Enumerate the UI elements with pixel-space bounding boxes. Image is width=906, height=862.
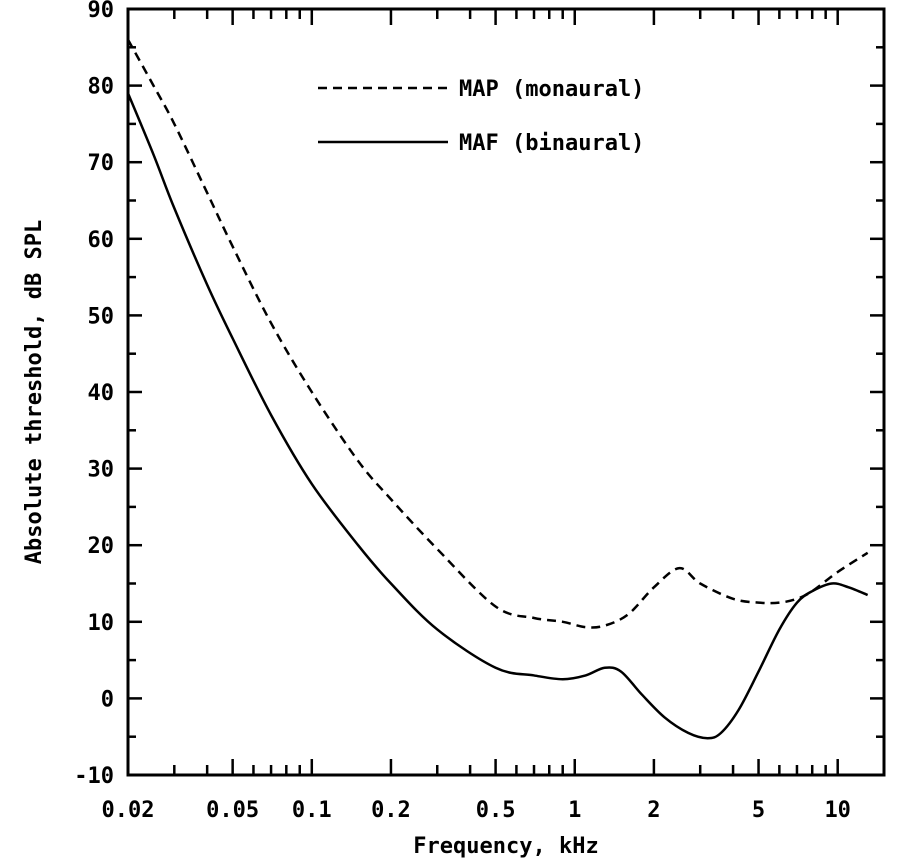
y-tick-label: 50 xyxy=(88,304,115,329)
x-tick-label: 0.02 xyxy=(102,798,155,823)
series-line-map xyxy=(126,39,869,629)
legend: MAP (monaural) MAF (binaural) xyxy=(318,77,644,156)
y-tick-label: 90 xyxy=(88,0,115,23)
y-tick-label: 40 xyxy=(88,381,115,406)
y-tick-label: -10 xyxy=(74,764,114,789)
y-tick-label: 10 xyxy=(88,611,115,636)
x-tick-label: 5 xyxy=(752,798,765,823)
x-axis-title: Frequency, kHz xyxy=(413,834,598,859)
y-axis-title: Absolute threshold, dB SPL xyxy=(22,220,47,564)
y-tick-label: 0 xyxy=(101,687,114,712)
axis-tick-labels: -10 0 10 20 30 40 50 60 70 80 90 0.02 0.05 0.1 0.2 0.5 1… xyxy=(74,0,851,823)
plot-frame xyxy=(126,7,886,777)
legend-label-maf: MAF (binaural) xyxy=(459,131,644,156)
data-series xyxy=(126,39,869,740)
y-tick-label: 80 xyxy=(88,75,115,100)
x-tick-label: 0.05 xyxy=(206,798,259,823)
x-tick-label: 10 xyxy=(824,798,851,823)
y-tick-label: 70 xyxy=(88,151,115,176)
series-line-maf xyxy=(126,92,869,740)
axis-ticks xyxy=(126,7,884,777)
x-tick-label: 1 xyxy=(568,798,581,823)
y-tick-label: 30 xyxy=(88,458,115,483)
x-tick-label: 0.2 xyxy=(371,798,411,823)
x-tick-label: 0.5 xyxy=(476,798,516,823)
legend-label-map: MAP (monaural) xyxy=(459,77,644,102)
y-tick-label: 60 xyxy=(88,228,115,253)
x-tick-label: 2 xyxy=(647,798,660,823)
x-tick-label: 0.1 xyxy=(292,798,332,823)
y-tick-label: 20 xyxy=(88,534,115,559)
